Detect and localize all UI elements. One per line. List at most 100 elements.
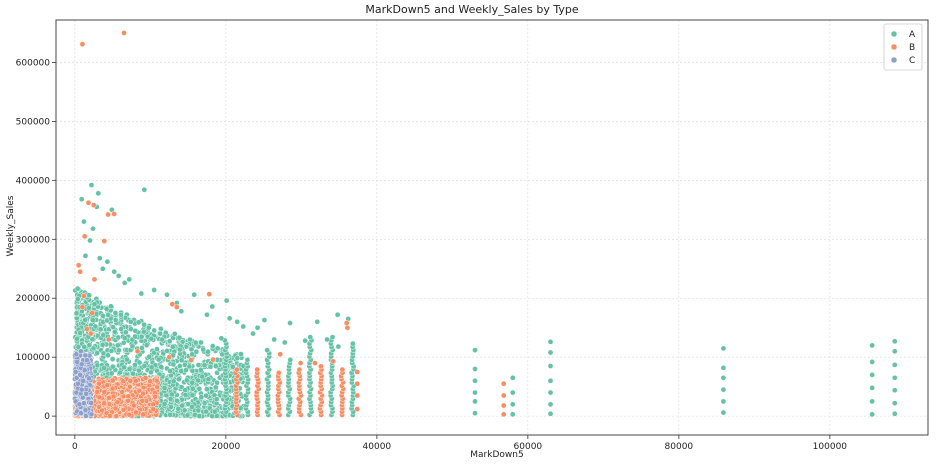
point-a [234,318,241,325]
point-a [74,335,80,342]
point-b [343,320,350,326]
point-b [277,351,284,358]
point-b [113,413,120,419]
y-tick-label: 300000 [16,235,51,245]
point-a [118,311,124,318]
point-b [354,392,361,399]
point-a [82,317,88,323]
point-a [176,376,182,383]
point-a [154,346,160,352]
y-tick-label: 0 [44,412,50,422]
chart-title: MarkDown5 and Weekly_Sales by Type [365,3,578,16]
point-b [109,377,116,384]
point-a [197,367,204,373]
point-b [147,378,154,385]
point-a [204,311,210,318]
point-b [120,378,127,385]
point-c [88,400,95,406]
point-a [218,335,225,342]
point-b [127,383,133,390]
point-a [254,324,261,331]
point-a [176,334,183,341]
point-a [547,339,554,345]
point-a [201,362,208,369]
point-a [240,323,247,330]
point-a [158,364,164,370]
point-a [195,377,201,384]
legend-label-b: B [909,43,915,53]
point-b [354,380,361,387]
point-a [720,345,727,352]
point-a [104,258,111,265]
point-c [88,411,95,418]
point-a [177,346,183,353]
point-b [107,413,113,419]
point-a [891,387,898,394]
point-b [106,395,112,401]
point-a [132,327,139,334]
point-a [92,323,99,330]
x-axis-label: MarkDown5 [470,450,523,460]
point-a [97,326,104,333]
point-a [155,356,162,363]
point-a [117,369,123,376]
point-b [87,330,94,337]
point-a [95,190,102,197]
point-b [89,310,96,316]
x-tick-label: 40000 [363,442,392,452]
point-a [472,377,478,384]
point-a [167,368,173,374]
point-a [238,351,244,357]
point-c [81,367,88,373]
point-a [212,363,219,369]
legend-label-c: C [909,56,915,66]
point-a [547,363,554,369]
legend-label-a: A [909,30,916,40]
point-b [354,406,361,412]
point-b [79,41,86,47]
point-a [122,329,129,336]
point-c [86,375,92,382]
x-tick-label: 60000 [514,442,543,452]
point-a [178,308,185,315]
point-a [329,334,336,340]
point-a [509,411,516,418]
point-a [869,398,875,405]
point-b [125,393,132,400]
point-a [168,372,174,379]
point-a [161,385,168,391]
point-a [891,410,898,417]
point-c [80,377,87,384]
point-a [335,343,342,350]
point-b [79,304,86,310]
point-b [166,354,173,361]
point-a [86,292,93,299]
point-a [94,350,100,356]
point-a [170,378,177,385]
point-b [276,369,282,376]
point-a [891,338,898,345]
point-a [186,363,193,370]
point-a [77,330,83,336]
point-a [129,343,136,350]
point-a [115,334,122,341]
point-a [195,407,202,414]
point-a [105,352,111,359]
point-b [500,411,507,418]
x-tick-label: 20000 [212,442,241,452]
point-a [86,342,93,348]
point-a [547,349,554,356]
point-a [472,398,478,405]
point-c [77,372,83,378]
point-c [78,348,84,355]
point-a [200,346,207,353]
point-a [869,342,875,349]
point-b [330,358,336,365]
point-c [73,389,80,396]
point-a [869,359,875,365]
point-a [509,389,516,396]
point-a [207,363,214,370]
point-a [78,196,85,203]
point-b [85,199,92,206]
point-a [182,392,189,398]
